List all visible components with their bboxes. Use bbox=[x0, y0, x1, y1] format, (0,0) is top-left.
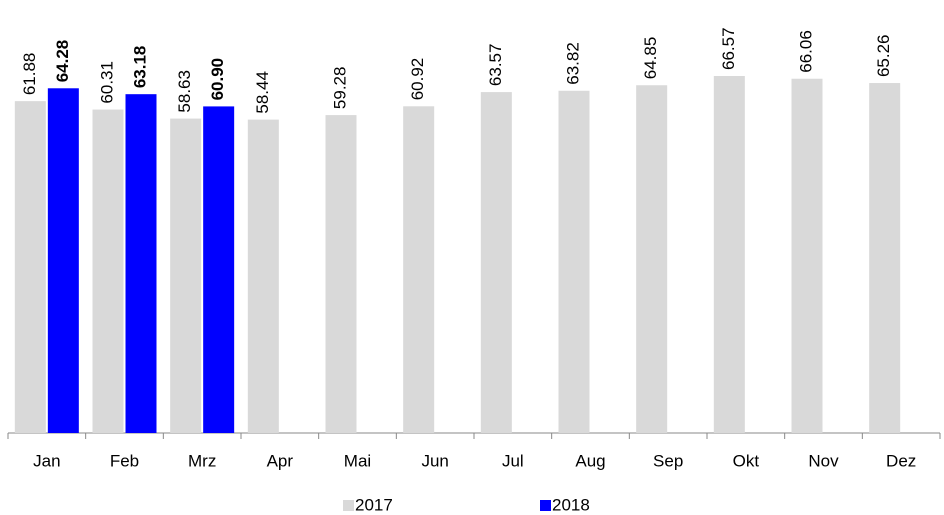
x-tick-label: Mai bbox=[344, 451, 371, 470]
bar bbox=[170, 118, 202, 433]
bar bbox=[125, 94, 157, 433]
bar bbox=[869, 83, 901, 433]
legend-label: 2018 bbox=[552, 495, 590, 514]
bar bbox=[14, 101, 46, 433]
bar bbox=[636, 85, 668, 434]
data-label: 58.63 bbox=[175, 70, 194, 113]
data-label: 63.82 bbox=[563, 42, 582, 85]
data-label: 61.88 bbox=[20, 53, 39, 96]
x-tick-label: Nov bbox=[808, 451, 839, 470]
data-label: 66.06 bbox=[796, 30, 815, 73]
legend-swatch bbox=[343, 500, 354, 511]
bar bbox=[203, 106, 235, 434]
data-label: 60.90 bbox=[208, 58, 227, 101]
bar bbox=[47, 88, 79, 433]
bar bbox=[791, 78, 823, 433]
data-label: 58.44 bbox=[253, 71, 272, 114]
data-label: 60.31 bbox=[97, 61, 116, 104]
data-label: 65.26 bbox=[874, 34, 893, 77]
data-label: 66.57 bbox=[719, 27, 738, 70]
data-label: 64.85 bbox=[641, 37, 660, 80]
bar bbox=[92, 109, 124, 433]
x-tick-label: Sep bbox=[653, 451, 683, 470]
bar bbox=[713, 76, 745, 433]
data-label: 60.92 bbox=[408, 58, 427, 101]
data-label: 63.57 bbox=[486, 44, 505, 87]
x-tick-label: Apr bbox=[267, 451, 294, 470]
bar bbox=[558, 90, 590, 434]
legend-swatch bbox=[540, 500, 551, 511]
bar bbox=[325, 115, 357, 433]
data-label: 63.18 bbox=[130, 46, 149, 89]
data-label: 59.28 bbox=[330, 67, 349, 110]
x-tick-label: Jul bbox=[502, 451, 524, 470]
data-label: 64.28 bbox=[53, 40, 72, 83]
x-tick-label: Mrz bbox=[188, 451, 216, 470]
x-tick-label: Dez bbox=[886, 451, 916, 470]
x-tick-label: Jan bbox=[33, 451, 60, 470]
x-tick-label: Aug bbox=[575, 451, 605, 470]
bar bbox=[480, 92, 512, 434]
bar bbox=[247, 119, 279, 433]
bar bbox=[403, 106, 435, 433]
x-tick-label: Jun bbox=[421, 451, 448, 470]
x-tick-label: Feb bbox=[110, 451, 139, 470]
x-tick-label: Okt bbox=[733, 451, 760, 470]
legend-label: 2017 bbox=[355, 495, 393, 514]
